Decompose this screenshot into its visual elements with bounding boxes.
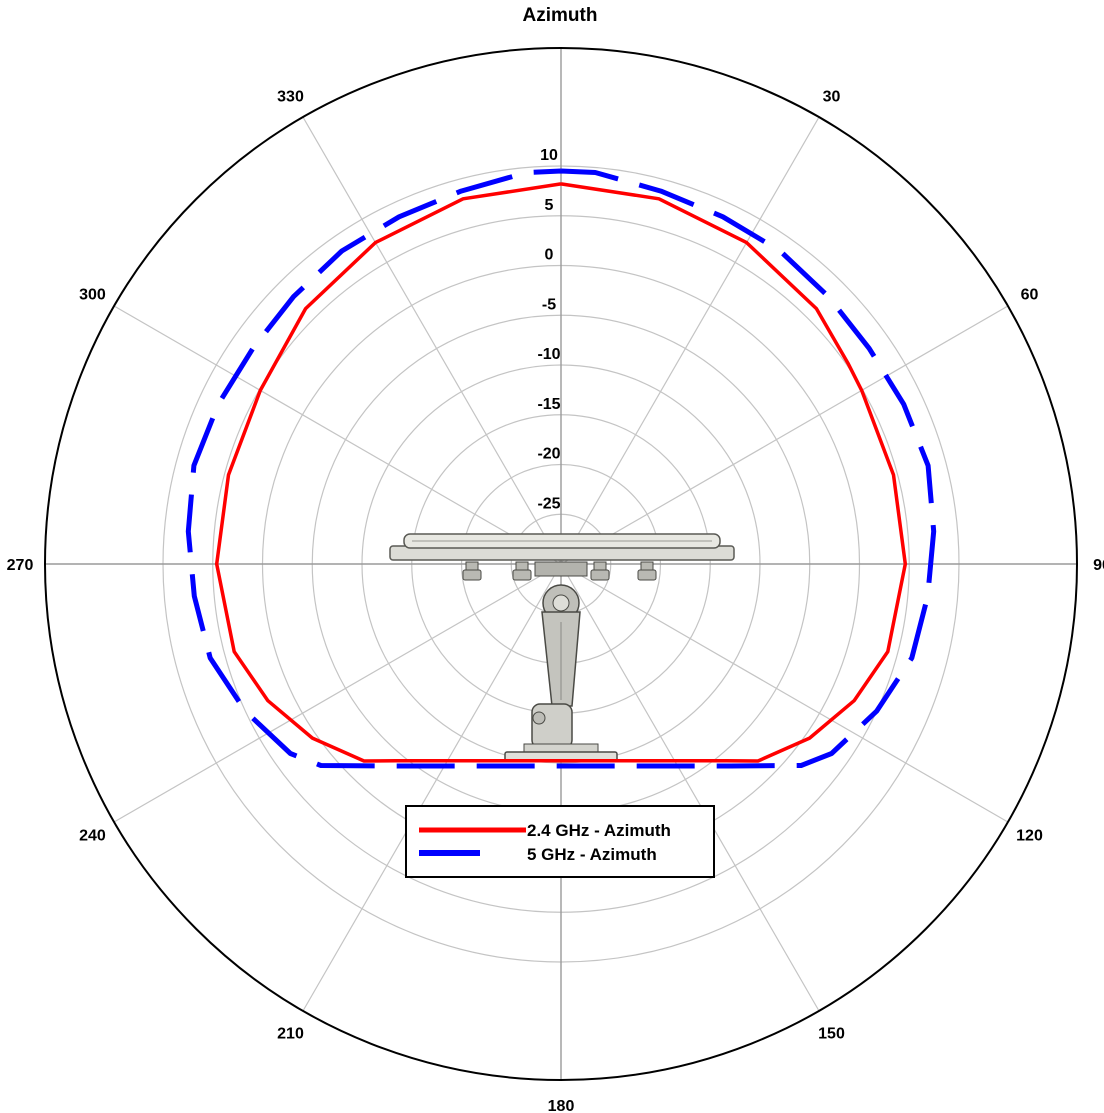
antenna-illustration bbox=[389, 533, 735, 762]
legend-box bbox=[405, 805, 715, 878]
radial-tick-label: -25 bbox=[537, 495, 560, 512]
radial-axis-labels: 10 5 0 -5 -10 -15 -20 -25 bbox=[537, 147, 560, 512]
grid-spoke bbox=[113, 563, 562, 823]
angle-tick-label: 270 bbox=[7, 557, 34, 574]
radial-tick-label: 10 bbox=[540, 147, 558, 164]
angle-tick-label: 210 bbox=[277, 1026, 304, 1043]
grid-spoke bbox=[560, 563, 1009, 823]
angle-tick-label: 90 bbox=[1093, 557, 1104, 574]
legend-label-5ghz: 5 GHz - Azimuth bbox=[527, 845, 657, 864]
series-line-2-4ghz bbox=[214, 182, 908, 763]
legend-label-2-4ghz: 2.4 GHz - Azimuth bbox=[527, 821, 671, 840]
radial-tick-label: -5 bbox=[542, 296, 556, 313]
radial-tick-label: -10 bbox=[537, 346, 560, 363]
grid-spoke bbox=[560, 116, 820, 565]
grid-spoke bbox=[302, 563, 562, 1012]
radial-tick-label: 5 bbox=[545, 197, 554, 214]
angle-tick-label: 330 bbox=[277, 88, 304, 105]
chart-title: Azimuth bbox=[523, 5, 598, 26]
radial-tick-label: -20 bbox=[537, 446, 560, 463]
grid-spoke bbox=[560, 305, 1009, 565]
angle-tick-label: 180 bbox=[548, 1098, 575, 1113]
radial-tick-label: -15 bbox=[537, 396, 560, 413]
angle-tick-label: 240 bbox=[79, 828, 106, 845]
outer-ring bbox=[44, 47, 1078, 1081]
grid-spoke bbox=[560, 563, 820, 1012]
legend: 2.4 GHz - Azimuth 5 GHz - Azimuth bbox=[405, 805, 715, 878]
grid-spoke bbox=[302, 116, 562, 565]
angle-tick-label: 30 bbox=[823, 88, 841, 105]
angle-tick-label: 300 bbox=[79, 287, 106, 304]
series-layer bbox=[185, 168, 937, 769]
angle-tick-label: 60 bbox=[1021, 287, 1039, 304]
angle-tick-label: 120 bbox=[1016, 828, 1043, 845]
radial-tick-label: 0 bbox=[545, 247, 554, 264]
angle-axis-labels: 30 60 90 120 150 180 210 240 270 300 330 bbox=[7, 88, 1104, 1113]
grid-spoke bbox=[113, 305, 562, 565]
angle-tick-label: 150 bbox=[818, 1026, 845, 1043]
series-line-5ghz bbox=[185, 168, 937, 769]
